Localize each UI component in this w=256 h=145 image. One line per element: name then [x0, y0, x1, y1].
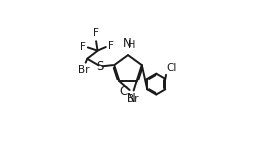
Text: F: F	[80, 42, 86, 52]
Text: H: H	[127, 40, 135, 50]
Text: Br: Br	[78, 65, 90, 75]
Text: Br: Br	[127, 94, 139, 104]
Text: F: F	[93, 28, 99, 38]
Text: N: N	[123, 37, 132, 50]
Text: N: N	[127, 92, 135, 105]
Text: C: C	[120, 85, 128, 98]
Text: S: S	[97, 60, 104, 73]
Text: F: F	[108, 41, 114, 51]
Text: Cl: Cl	[166, 63, 177, 73]
